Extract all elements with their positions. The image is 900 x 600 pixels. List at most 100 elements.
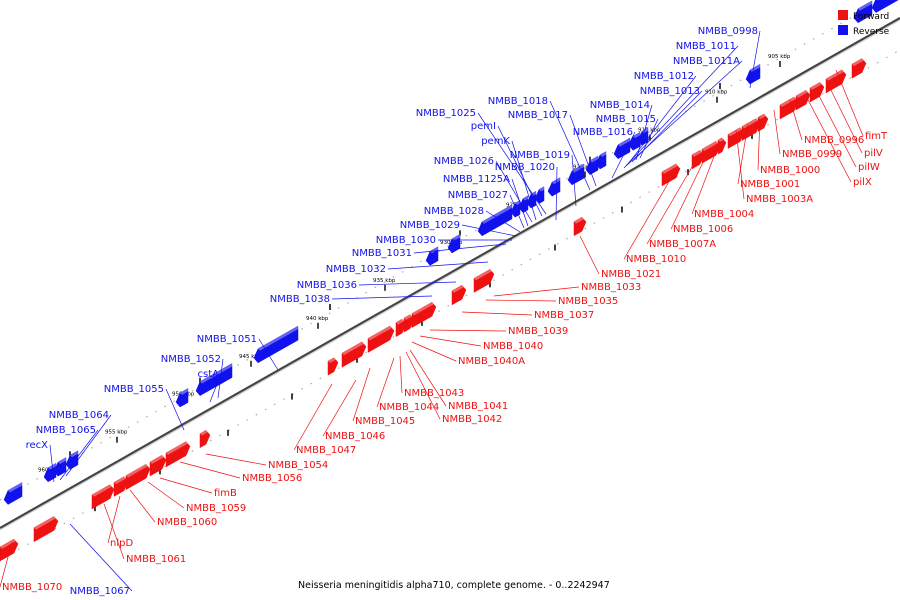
leader-line	[179, 461, 241, 479]
tick-label: 920 kbp	[573, 165, 596, 171]
leader-line	[691, 145, 719, 215]
legend: Forward Reverse	[838, 10, 890, 37]
gene-label: NMBB_1043	[404, 388, 464, 399]
legend-reverse-label: Reverse	[853, 27, 890, 37]
gene-label: NMBB_1018	[488, 96, 548, 107]
leader-line	[511, 140, 537, 221]
gene-label: NMBB_1052	[161, 354, 221, 365]
gene-label: NMBB_1017	[508, 110, 568, 121]
gene-highlight	[58, 457, 68, 464]
gene-label: NMBB_1125A	[443, 174, 510, 185]
gene-highlight	[180, 388, 190, 395]
leader-line	[0, 541, 13, 588]
leader-line	[129, 489, 156, 523]
gene-layer	[0, 0, 899, 562]
gene-label: NMBB_1007A	[649, 239, 716, 250]
gene-label: NMBB_1014	[590, 100, 650, 111]
leader-line	[737, 123, 749, 185]
forward-gene	[327, 357, 339, 376]
gene-label: NMBB_1013	[640, 86, 700, 97]
gene-highlight	[702, 141, 718, 152]
leader-line	[549, 100, 591, 191]
gene-highlight	[404, 314, 412, 320]
gene-highlight	[858, 0, 874, 11]
gene-highlight	[633, 132, 642, 139]
tick-label: 955 kbp	[105, 430, 128, 436]
gene-highlight	[8, 482, 24, 493]
gene-label: NMBB_1035	[558, 296, 618, 307]
leader-line	[509, 194, 525, 229]
leader-line	[635, 104, 653, 161]
leader-line	[623, 45, 739, 169]
gene-label: cstA	[198, 369, 220, 380]
gene-label: NMBB_1027	[448, 190, 508, 201]
gene-highlight	[412, 302, 434, 316]
leader-line	[461, 224, 517, 237]
gene-label: fimT	[865, 131, 888, 142]
legend-forward-label: Forward	[853, 12, 889, 22]
gene-label: nlpD	[110, 538, 133, 549]
gene-label: NMBB_1003A	[746, 194, 813, 205]
leader-line	[69, 523, 133, 592]
gene-label: pemI	[471, 121, 496, 132]
reverse-gene	[43, 462, 57, 483]
leader-line	[815, 89, 857, 168]
reverse-gene	[871, 0, 899, 13]
forward-gene	[851, 58, 867, 79]
gene-highlight	[523, 195, 530, 201]
leader-line	[579, 235, 600, 275]
gene-label: NMBB_1045	[355, 416, 415, 427]
gene-label: NMBB_1067	[70, 586, 130, 597]
gene-label: NMBB_1025	[416, 108, 476, 119]
gene-label: NMBB_1033	[581, 282, 641, 293]
genome-backbone-shadow	[0, 19, 900, 531]
leader-line	[429, 329, 507, 332]
gene-label: NMBB_1042	[442, 414, 502, 425]
gene-label: recX	[26, 440, 49, 451]
reverse-gene	[175, 388, 189, 408]
gene-highlight	[662, 163, 678, 174]
leader-line	[461, 311, 533, 316]
gene-label: NMBB_1016	[573, 127, 633, 138]
leader-line	[789, 99, 803, 141]
leader-line	[399, 355, 403, 394]
leader-line	[670, 155, 707, 230]
leader-line	[411, 341, 457, 362]
forward-gene	[149, 454, 167, 477]
gene-label: NMBB_0998	[698, 26, 758, 37]
gene-highlight	[92, 484, 112, 497]
gene-highlight	[826, 69, 844, 81]
leader-line	[639, 118, 659, 159]
gene-highlight	[474, 269, 492, 281]
leader-line	[387, 261, 489, 270]
gene-highlight	[430, 246, 440, 254]
leader-line	[413, 243, 507, 254]
gene-label: pilX	[853, 177, 872, 188]
leader-line	[495, 160, 533, 223]
gene-label: NMBB_1000	[760, 165, 820, 176]
leader-line	[159, 477, 213, 494]
gene-highlight	[796, 90, 808, 98]
gene-highlight	[590, 156, 600, 163]
tick-label: 940 kbp	[306, 316, 329, 322]
leader-line	[405, 351, 441, 420]
gene-label: NMBB_1011A	[673, 56, 740, 67]
leader-line	[205, 453, 267, 466]
gene-highlight	[452, 234, 462, 241]
gene-label: NMBB_1038	[270, 294, 330, 305]
forward-gene	[717, 137, 727, 155]
leader-line	[623, 179, 671, 260]
gene-highlight	[258, 326, 300, 351]
gene-highlight	[574, 217, 584, 224]
leader-line	[258, 338, 279, 371]
gene-label: NMBB_1044	[379, 402, 439, 413]
leader-line	[485, 299, 557, 302]
reverse-gene	[195, 363, 233, 396]
leader-line	[59, 429, 99, 481]
gene-highlight	[166, 441, 188, 455]
gene-label: NMBB_1065	[36, 425, 96, 436]
gene-label: NMBB_1029	[400, 220, 460, 231]
forward-gene	[0, 538, 19, 562]
gene-label: NMBB_1047	[296, 445, 356, 456]
gene-label: NMBB_1040	[483, 341, 543, 352]
